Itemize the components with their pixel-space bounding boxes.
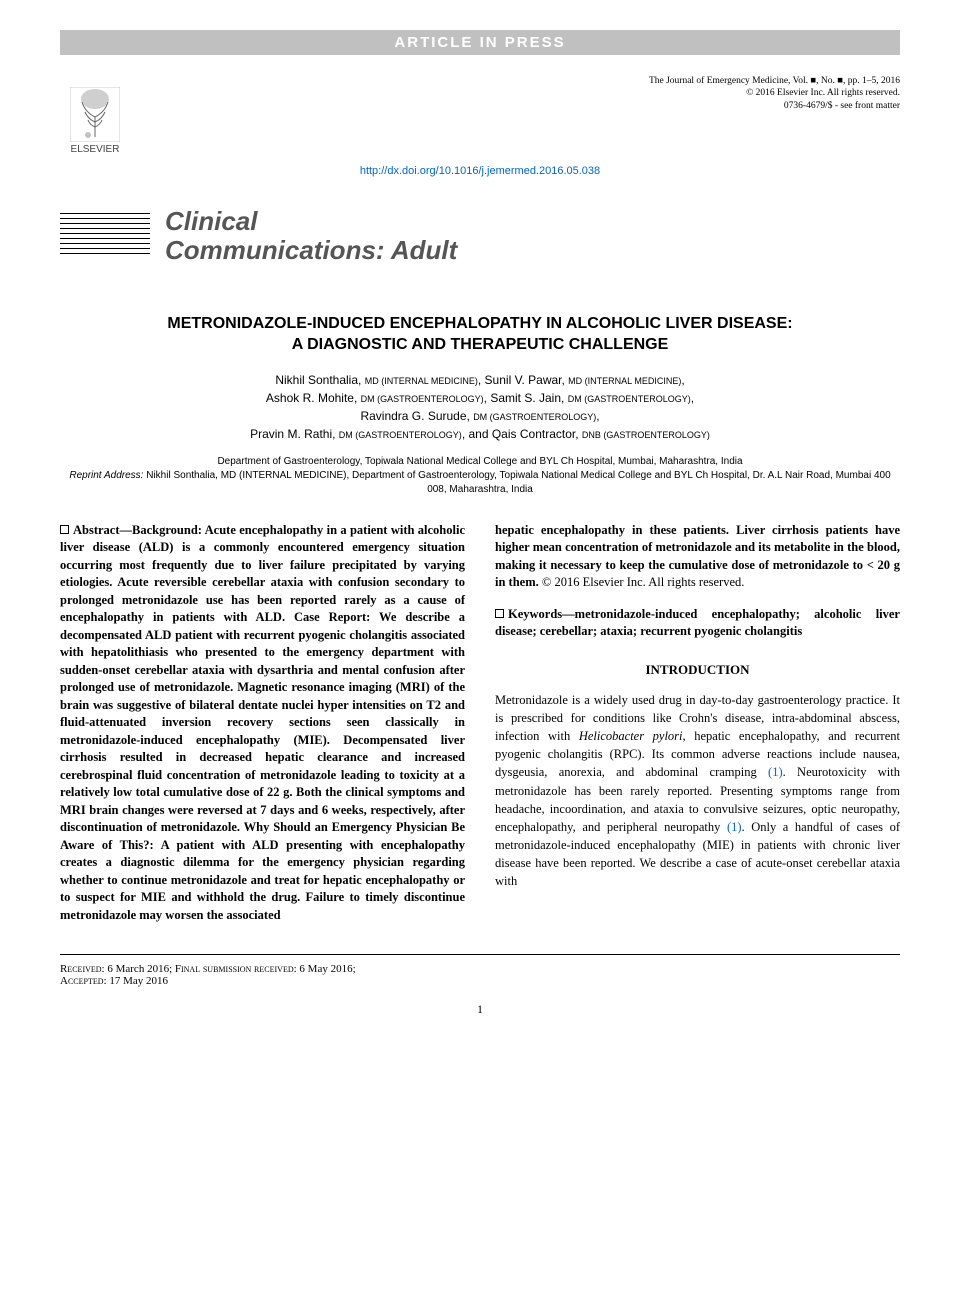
- dates-block: Received: 6 March 2016; Final submission…: [60, 963, 900, 987]
- author-1-cred: MD (INTERNAL MEDICINE): [365, 376, 478, 386]
- author-7-cred: DNB (GASTROENTEROLOGY): [582, 430, 710, 440]
- publisher-logo: ELSEVIER: [60, 75, 130, 155]
- checkbox-icon: [495, 609, 504, 618]
- introduction-heading: INTRODUCTION: [495, 661, 900, 679]
- journal-line-3: 0736-4679/$ - see front matter: [649, 100, 900, 112]
- author-7: and Qais Contractor,: [468, 427, 578, 441]
- introduction-body: Metronidazole is a widely used drug in d…: [495, 691, 900, 890]
- right-column: hepatic encephalopathy in these patients…: [495, 522, 900, 925]
- intro-ref2[interactable]: (1): [727, 820, 742, 834]
- checkbox-icon: [60, 525, 69, 534]
- journal-line-2: © 2016 Elsevier Inc. All rights reserved…: [649, 87, 900, 99]
- section-banner: Clinical Communications: Adult: [60, 207, 900, 264]
- final-label: Final submission received:: [175, 963, 297, 975]
- accepted-label: Accepted:: [60, 975, 107, 987]
- author-4-cred: DM (GASTROENTEROLOGY): [568, 394, 691, 404]
- author-2-cred: MD (INTERNAL MEDICINE): [568, 376, 681, 386]
- accepted-date: 17 May 2016: [109, 975, 168, 987]
- elsevier-tree-icon: [70, 87, 120, 142]
- author-6: Pravin M. Rathi,: [250, 427, 335, 441]
- author-3: Ashok R. Mohite,: [266, 391, 357, 405]
- article-in-press-banner: ARTICLE IN PRESS: [60, 30, 900, 55]
- doi-link[interactable]: http://dx.doi.org/10.1016/j.jemermed.201…: [60, 165, 900, 177]
- keywords-label: Keywords—: [508, 607, 575, 621]
- section-banner-text: Clinical Communications: Adult: [165, 207, 457, 264]
- reprint-address: Nikhil Sonthalia, MD (INTERNAL MEDICINE)…: [146, 470, 890, 495]
- intro-ref1[interactable]: (1): [768, 765, 783, 779]
- abstract-label: Abstract—Background:: [73, 523, 202, 537]
- author-3-cred: DM (GASTROENTEROLOGY): [361, 394, 484, 404]
- author-6-cred: DM (GASTROENTEROLOGY): [339, 430, 462, 440]
- banner-lines-icon: [60, 213, 150, 258]
- intro-italic1: Helicobacter pylori: [579, 729, 683, 743]
- publisher-name: ELSEVIER: [71, 144, 120, 155]
- title-line-2: A DIAGNOSTIC AND THERAPEUTIC CHALLENGE: [60, 335, 900, 356]
- abstract: Abstract—Background: Acute encephalopath…: [60, 522, 465, 925]
- keywords: Keywords—metronidazole-induced encephalo…: [495, 606, 900, 641]
- abstract-continued: hepatic encephalopathy in these patients…: [495, 522, 900, 592]
- final-date: 6 May 2016;: [299, 963, 355, 975]
- author-2: Sunil V. Pawar,: [485, 373, 565, 387]
- page-number: 1: [60, 1002, 900, 1017]
- authors-block: Nikhil Sonthalia, MD (INTERNAL MEDICINE)…: [60, 371, 900, 443]
- title-line-1: METRONIDAZOLE-INDUCED ENCEPHALOPATHY IN …: [60, 314, 900, 335]
- article-title: METRONIDAZOLE-INDUCED ENCEPHALOPATHY IN …: [60, 314, 900, 356]
- section-banner-line1: Clinical: [165, 207, 457, 236]
- author-1: Nikhil Sonthalia,: [275, 373, 361, 387]
- footer-rule: [60, 954, 900, 955]
- reprint-label: Reprint Address:: [69, 470, 143, 481]
- author-4: Samit S. Jain,: [490, 391, 564, 405]
- journal-info: The Journal of Emergency Medicine, Vol. …: [649, 75, 900, 112]
- section-banner-line2: Communications: Adult: [165, 236, 457, 265]
- abstract-copyright: © 2016 Elsevier Inc. All rights reserved…: [542, 575, 745, 589]
- affiliation-block: Department of Gastroenterology, Topiwala…: [60, 455, 900, 497]
- top-header: ELSEVIER The Journal of Emergency Medici…: [60, 75, 900, 155]
- author-5: Ravindra G. Surude,: [360, 409, 469, 423]
- left-column: Abstract—Background: Acute encephalopath…: [60, 522, 465, 925]
- abstract-text-part1: Acute encephalopathy in a patient with a…: [60, 523, 465, 922]
- received-date: 6 March 2016;: [107, 963, 172, 975]
- author-5-cred: DM (GASTROENTEROLOGY): [473, 412, 596, 422]
- page: ARTICLE IN PRESS ELSEVIER The Journal of…: [0, 0, 960, 1057]
- content-columns: Abstract—Background: Acute encephalopath…: [60, 522, 900, 925]
- affiliation-dept: Department of Gastroenterology, Topiwala…: [60, 455, 900, 469]
- received-label: Received:: [60, 963, 105, 975]
- journal-line-1: The Journal of Emergency Medicine, Vol. …: [649, 75, 900, 87]
